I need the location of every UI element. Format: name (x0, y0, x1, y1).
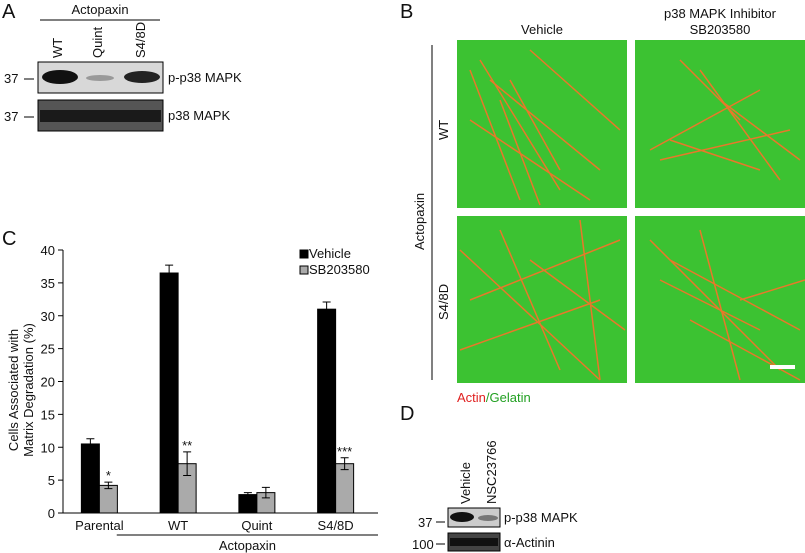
band-name: p-p38 MAPK (504, 510, 578, 525)
band-name: p38 MAPK (168, 108, 230, 123)
row-label: S4/8D (436, 284, 451, 320)
lane-label: NSC23766 (484, 440, 499, 504)
x-tick-label: S4/8D (318, 518, 354, 533)
bar (80, 443, 100, 514)
x-tick-label: Parental (75, 518, 124, 533)
error-bar (86, 438, 95, 450)
legend: Actin/Gelatin (457, 390, 531, 405)
legend-actin: Actin (457, 390, 486, 405)
bar (159, 272, 179, 514)
error-bar (183, 451, 192, 477)
band-name: α-Actinin (504, 535, 555, 550)
panel-label: B (400, 1, 413, 23)
y-tick-label: 40 (41, 243, 55, 258)
band (40, 110, 161, 122)
legend-label: SB203580 (309, 262, 370, 277)
bar (335, 463, 355, 514)
lane-label: WT (50, 38, 65, 58)
error-bar (243, 492, 252, 498)
column-label: Vehicle (521, 22, 563, 37)
y-axis-label: Cells Associated with (6, 329, 21, 451)
panel-label: A (2, 1, 16, 23)
y-tick-label: 25 (41, 342, 55, 357)
panel-label: D (400, 403, 414, 425)
y-tick-label: 15 (41, 407, 55, 422)
error-bar (165, 264, 174, 282)
band (86, 75, 114, 81)
legend-label: Vehicle (309, 246, 351, 261)
group-label: Actopaxin (219, 538, 276, 553)
significance: *** (337, 444, 352, 459)
band (124, 71, 160, 83)
legend-swatch (299, 249, 309, 259)
lane-label: Vehicle (458, 462, 473, 504)
y-tick-label: 20 (41, 375, 55, 390)
lane-label: S4/8D (133, 22, 148, 58)
significance: ** (182, 438, 192, 453)
band (42, 70, 78, 84)
x-tick-label: Quint (241, 518, 272, 533)
bar (317, 308, 337, 514)
group-label: Actopaxin (412, 193, 427, 250)
error-bar (104, 481, 113, 490)
y-tick-label: 30 (41, 309, 55, 324)
marker: 37 (4, 71, 18, 86)
y-tick-label: 10 (41, 440, 55, 455)
y-tick-label: 0 (48, 506, 55, 521)
bar-chart: 0 5 10 15 20 25 30 35 40 Cells Associated with Mat… (6, 243, 378, 553)
micrographs (457, 40, 805, 383)
marker: 100 (412, 537, 434, 552)
row-label: WT (436, 120, 451, 140)
error-bar (322, 301, 331, 317)
group-label: Actopaxin (71, 2, 128, 17)
y-axis-label: Matrix Degradation (%) (21, 323, 36, 457)
scale-bar (770, 365, 795, 369)
bar (98, 484, 118, 514)
panel-label: C (2, 228, 16, 250)
bar (238, 494, 258, 514)
x-tick-label: WT (168, 518, 188, 533)
legend-gelatin: /Gelatin (486, 390, 531, 405)
y-tick-label: 5 (48, 473, 55, 488)
legend-swatch (299, 265, 309, 275)
marker: 37 (4, 109, 18, 124)
marker: 37 (418, 515, 432, 530)
significance: * (106, 468, 111, 483)
column-label: SB203580 (690, 22, 751, 37)
error-bar (340, 457, 349, 471)
y-tick-label: 35 (41, 276, 55, 291)
lane-label: Quint (90, 27, 105, 58)
band-name: p-p38 MAPK (168, 70, 242, 85)
error-bar (261, 486, 270, 499)
column-label: p38 MAPK Inhibitor (664, 6, 777, 21)
